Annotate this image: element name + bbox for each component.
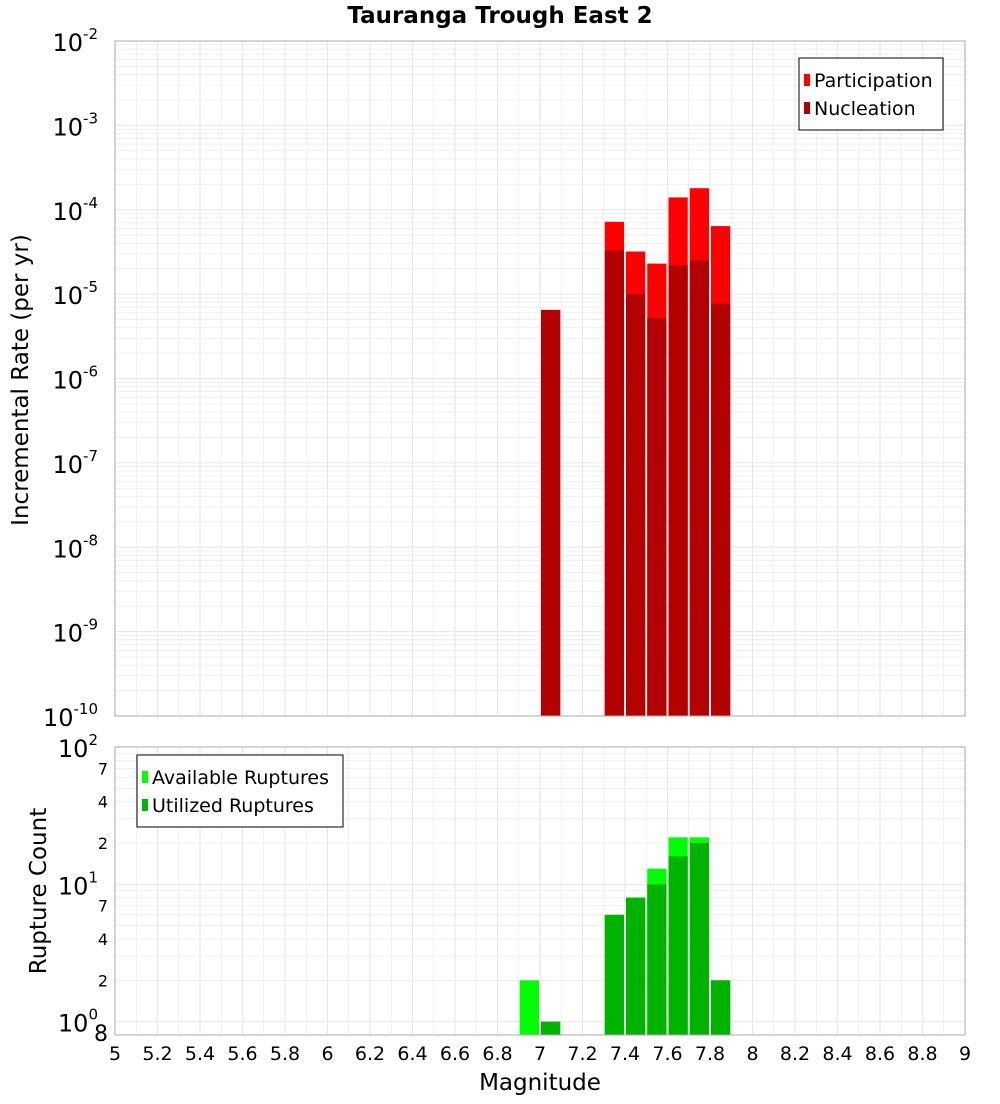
- x-tick-label: 7.8: [695, 1043, 725, 1065]
- top-legend-label: Nucleation: [814, 98, 916, 120]
- top-plot-border: [114, 40, 966, 717]
- bottom-y-minor-tick-label: 7: [98, 759, 108, 778]
- bottom-y-minor-tick-label: 4: [98, 930, 108, 949]
- bottom-plot-border: [114, 746, 966, 1036]
- bottom-bar: [711, 980, 731, 1035]
- bottom-bar: [668, 856, 688, 1035]
- x-tick-label: 5.2: [142, 1043, 172, 1065]
- top-legend-label: Participation: [814, 70, 933, 92]
- top-legend-swatch: [804, 102, 810, 114]
- bottom-series-utilized-ruptures: [541, 843, 731, 1035]
- top-y-tick-label: 10-8: [52, 531, 98, 563]
- x-axis-label: Magnitude: [479, 1070, 601, 1096]
- top-y-tick-label: 10-7: [52, 447, 98, 479]
- bottom-legend-swatch: [142, 799, 148, 811]
- top-y-tick-label: 10-2: [52, 25, 98, 57]
- x-tick-label: 5.8: [270, 1043, 300, 1065]
- top-y-tick-label: 10-9: [52, 616, 98, 648]
- bottom-bar: [689, 843, 709, 1035]
- top-legend-swatch: [804, 74, 810, 86]
- top-bar: [711, 303, 731, 716]
- top-y-axis-label: Incremental Rate (per yr): [8, 234, 34, 526]
- x-tick-label: 7.4: [610, 1043, 640, 1065]
- top-bar: [604, 250, 624, 717]
- x-tick-label: 8.4: [822, 1043, 852, 1065]
- x-tick-label: 6.4: [397, 1043, 427, 1065]
- bottom-legend-label: Available Ruptures: [152, 767, 329, 789]
- bottom-bar: [626, 897, 646, 1035]
- top-y-tick-label: 10-10: [43, 700, 98, 732]
- bottom-y-tick-label: 102: [58, 731, 98, 763]
- top-grid: [114, 41, 966, 717]
- top-legend-box: [798, 57, 944, 131]
- x-tick-label: 8.8: [907, 1043, 937, 1065]
- x-tick-label: 7.2: [567, 1043, 597, 1065]
- bottom-legend-label: Utilized Ruptures: [152, 795, 314, 817]
- bottom-y-minor-tick-label: 7: [98, 897, 108, 916]
- x-tick-label: 8: [746, 1043, 758, 1065]
- x-tick-label: 8.2: [780, 1043, 810, 1065]
- top-bar: [541, 309, 561, 716]
- top-y-tick-label: 10-4: [52, 194, 98, 226]
- bottom-bar: [604, 914, 624, 1035]
- bottom-y-tick-label: 101: [58, 868, 98, 900]
- bottom-y-axis-label: Rupture Count: [26, 808, 52, 974]
- bottom-y-minor-tick-label: 8: [94, 1022, 108, 1047]
- x-tick-label: 5: [109, 1043, 121, 1065]
- top-y-tick-label: 10-3: [52, 109, 98, 141]
- chart-title: Tauranga Trough East 2: [347, 3, 652, 29]
- bottom-y-minor-tick-label: 2: [98, 834, 108, 853]
- top-legend: Participation Nucleation: [798, 57, 944, 131]
- top-bar: [626, 294, 646, 716]
- top-bar: [647, 318, 667, 716]
- bottom-bar: [647, 884, 667, 1035]
- bottom-legend-swatch: [142, 771, 148, 783]
- bottom-y-minor-tick-label: 2: [98, 971, 108, 990]
- x-tick-label: 6.2: [355, 1043, 385, 1065]
- x-tick-label: 6: [321, 1043, 333, 1065]
- top-series-nucleation: [541, 250, 731, 717]
- x-tick-label: 6.8: [482, 1043, 512, 1065]
- bottom-y-minor-tick-label: 4: [98, 793, 108, 812]
- x-tick-label: 7.6: [652, 1043, 682, 1065]
- x-tick-label: 8.6: [865, 1043, 895, 1065]
- bottom-bar: [519, 980, 539, 1035]
- x-tick-label: 7: [534, 1043, 546, 1065]
- bottom-y-tick-label: 100: [58, 1006, 98, 1038]
- x-tick-label: 5.4: [185, 1043, 215, 1065]
- bottom-legend: Available Ruptures Utilized Ruptures: [136, 754, 344, 828]
- x-tick-label: 6.6: [440, 1043, 470, 1065]
- top-y-tick-label: 10-6: [52, 363, 98, 395]
- top-bar: [689, 260, 709, 716]
- top-bar: [668, 265, 688, 716]
- x-tick-label: 9: [959, 1043, 971, 1065]
- bottom-legend-box: [136, 754, 344, 828]
- x-tick-label: 5.6: [227, 1043, 257, 1065]
- top-y-tick-label: 10-5: [52, 278, 98, 310]
- bottom-bar: [541, 1021, 561, 1035]
